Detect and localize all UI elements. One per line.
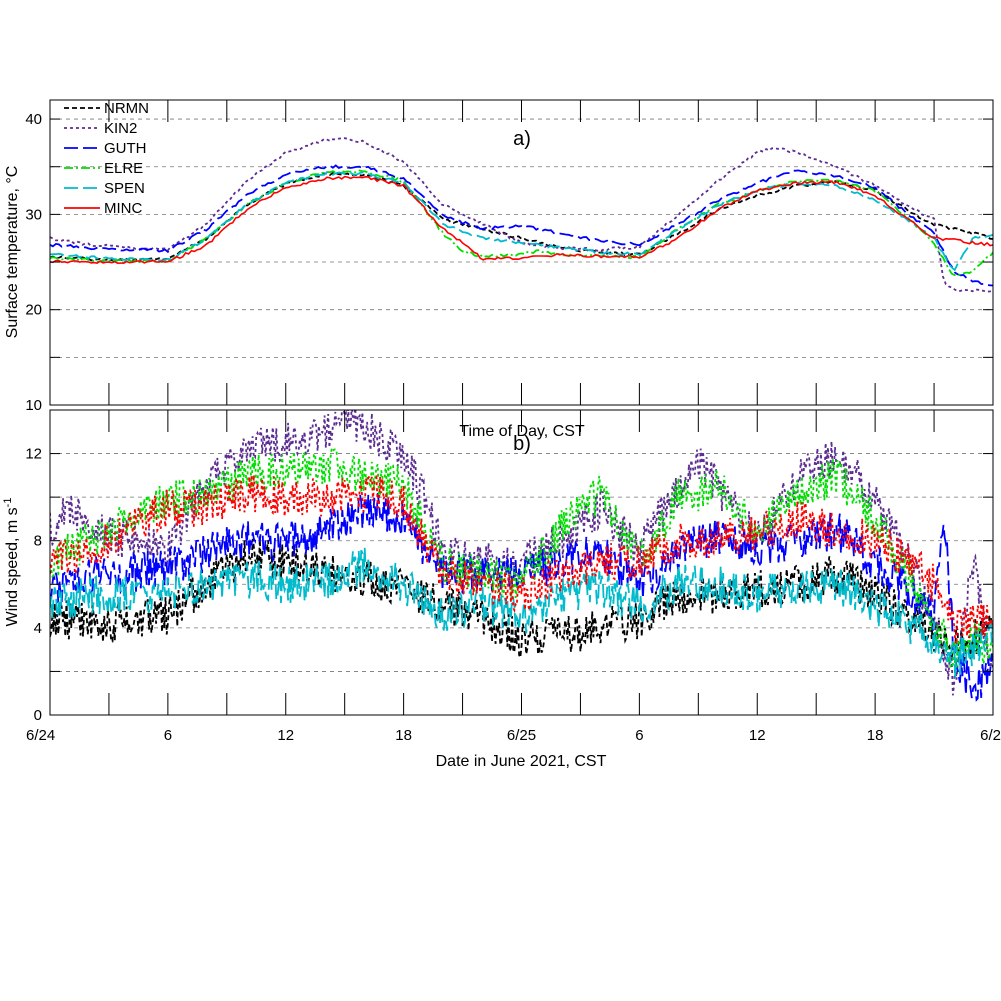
y-tick-label: 4 <box>34 620 42 637</box>
y-tick-label: 8 <box>34 533 42 550</box>
series-line-nrmn <box>50 171 993 263</box>
series-line-kin2 <box>50 137 993 293</box>
series-b <box>50 410 993 702</box>
y-tick-label: 20 <box>25 302 42 319</box>
panel-b-ylabel: Wind speed, m s-1 <box>2 498 21 627</box>
series-a <box>50 137 993 293</box>
y-tick-label: 12 <box>25 446 42 463</box>
series-line-minc <box>50 175 993 265</box>
y-tick-label: 10 <box>25 397 42 414</box>
series-line-minc <box>50 474 993 645</box>
x-tick-label: 12 <box>749 727 766 744</box>
series-line-elre <box>50 445 993 673</box>
legend-label-elre: ELRE <box>104 160 143 177</box>
x-tick-label: 18 <box>395 727 412 744</box>
panel-b-label: b) <box>513 433 531 455</box>
x-axis-label: Date in June 2021, CST <box>436 753 607 770</box>
y-tick-label: 30 <box>25 206 42 223</box>
legend-label-spen: SPEN <box>104 180 145 197</box>
x-tick-label: 6/25 <box>507 727 536 744</box>
legend-label-kin2: KIN2 <box>104 120 137 137</box>
x-tick-labels: 6/24 6 12 18 6/25 6 12 18 6/2 <box>26 727 1001 744</box>
panel-b-ylabel-main: Wind speed, m s <box>4 507 21 626</box>
panel-b-ylabel-sup: -1 <box>2 498 14 508</box>
x-tick-label: 12 <box>277 727 294 744</box>
panel-a-frame <box>49 99 994 406</box>
legend-label-guth: GUTH <box>104 140 147 157</box>
panel-a-ylabel: Surface temperature, °C <box>4 166 21 339</box>
series-line-kin2 <box>50 410 993 696</box>
xticks-b <box>49 410 994 715</box>
panel-a: 10 20 30 40 NRMN KIN2 GUTH ELRE SPEN MINC a) Sur… <box>4 99 994 414</box>
legend: NRMN KIN2 GUTH ELRE SPEN MINC <box>64 100 149 217</box>
y-tick-label: 0 <box>34 707 42 724</box>
x-tick-label: 6 <box>164 727 172 744</box>
legend-label-nrmn: NRMN <box>104 100 149 117</box>
yticks-b: 0 4 8 12 <box>25 446 993 724</box>
series-line-elre <box>50 169 993 277</box>
y-tick-label: 40 <box>25 111 42 128</box>
inner-caption: Time of Day, CST <box>459 423 585 440</box>
series-line-nrmn <box>50 538 993 663</box>
x-tick-label: 18 <box>867 727 884 744</box>
x-tick-label: 6/2 <box>980 727 1001 744</box>
panel-b: 0 4 8 12 Time of Day, CST b) Wind speed, m … <box>2 409 1001 770</box>
x-tick-label: 6 <box>635 727 643 744</box>
panel-b-frame <box>49 409 994 716</box>
legend-label-minc: MINC <box>104 200 142 217</box>
yticks-a: 10 20 30 40 <box>25 111 993 414</box>
series-line-spen <box>50 547 993 678</box>
series-line-guth <box>50 164 993 287</box>
panel-a-label: a) <box>513 128 531 150</box>
x-tick-label: 6/24 <box>26 727 55 744</box>
series-line-spen <box>50 171 993 272</box>
